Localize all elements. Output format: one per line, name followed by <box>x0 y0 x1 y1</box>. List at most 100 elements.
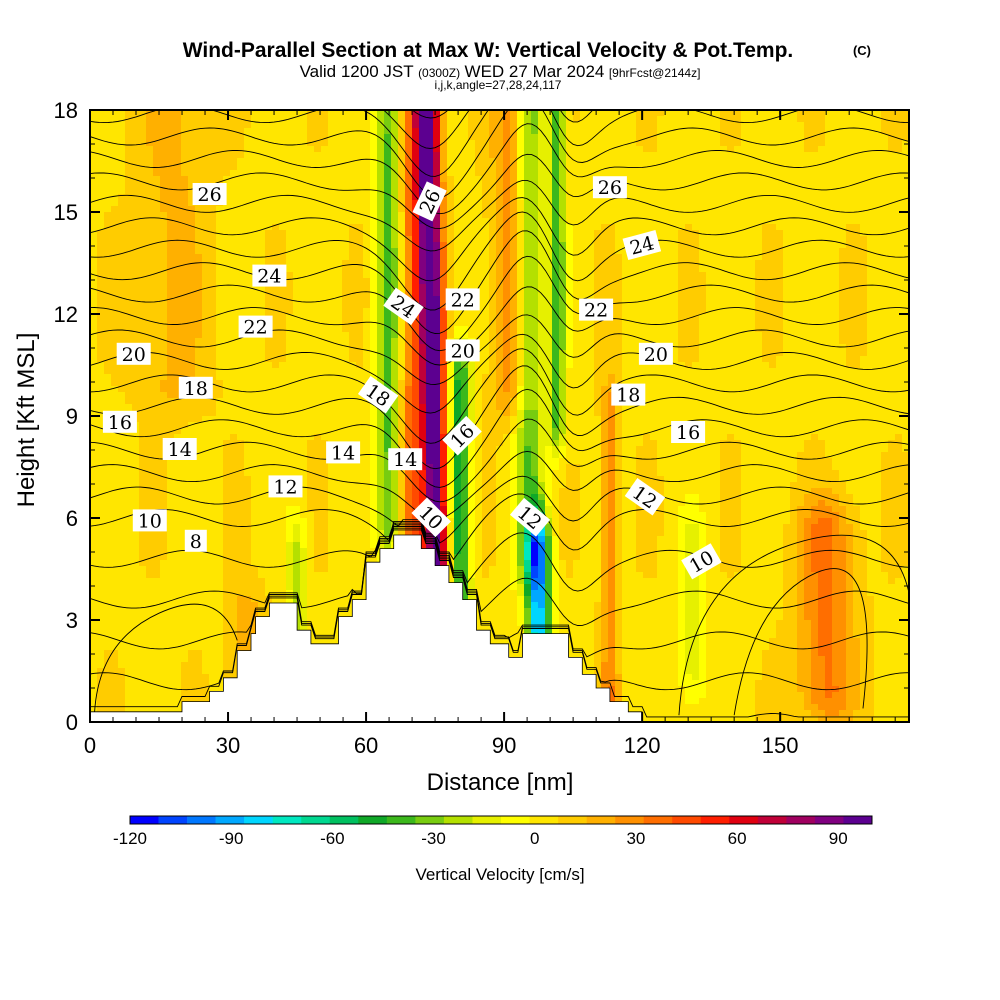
velocity-cell <box>202 320 210 327</box>
velocity-cell <box>244 236 252 243</box>
velocity-cell <box>279 218 287 225</box>
velocity-cell <box>139 392 147 399</box>
velocity-cell <box>139 302 147 309</box>
velocity-cell <box>104 530 112 537</box>
velocity-cell <box>223 374 231 381</box>
velocity-cell <box>328 290 336 297</box>
velocity-cell <box>279 242 287 249</box>
velocity-cell <box>132 230 140 237</box>
velocity-cell <box>90 536 98 543</box>
velocity-cell <box>244 542 252 549</box>
velocity-cell <box>244 476 252 483</box>
velocity-cell <box>160 530 168 537</box>
velocity-cell <box>237 560 245 567</box>
velocity-cell <box>314 236 322 243</box>
velocity-cell <box>216 524 224 531</box>
velocity-cell <box>111 494 119 501</box>
velocity-cell <box>146 614 154 621</box>
velocity-cell <box>279 314 287 321</box>
velocity-cell <box>167 638 175 645</box>
velocity-cell <box>118 302 126 309</box>
velocity-cell <box>111 128 119 135</box>
velocity-cell <box>272 440 280 447</box>
velocity-cell <box>104 692 112 699</box>
velocity-cell <box>384 506 392 513</box>
velocity-cell <box>272 314 280 321</box>
velocity-cell <box>104 206 112 213</box>
velocity-cell <box>335 170 343 177</box>
velocity-cell <box>314 434 322 441</box>
velocity-cell <box>419 392 427 399</box>
velocity-cell <box>342 500 350 507</box>
velocity-cell <box>139 596 147 603</box>
velocity-cell <box>342 428 350 435</box>
velocity-cell <box>139 254 147 261</box>
velocity-cell <box>90 206 98 213</box>
velocity-cell <box>160 272 168 279</box>
velocity-cell <box>90 560 98 567</box>
velocity-cell <box>251 338 259 345</box>
velocity-cell <box>230 392 238 399</box>
velocity-cell <box>132 692 140 699</box>
velocity-cell <box>370 170 378 177</box>
velocity-cell <box>209 356 217 363</box>
velocity-cell <box>97 644 105 651</box>
velocity-cell <box>160 158 168 165</box>
velocity-cell <box>363 146 371 153</box>
velocity-cell <box>139 446 147 453</box>
velocity-cell <box>398 350 406 357</box>
velocity-cell <box>209 530 217 537</box>
velocity-cell <box>300 362 308 369</box>
velocity-cell <box>265 608 273 615</box>
velocity-cell <box>412 410 420 417</box>
velocity-cell <box>181 356 189 363</box>
velocity-cell <box>209 644 217 651</box>
velocity-cell <box>258 260 266 267</box>
velocity-cell <box>202 110 210 117</box>
velocity-cell <box>251 524 259 531</box>
velocity-cell <box>412 350 420 357</box>
velocity-cell <box>188 506 196 513</box>
velocity-cell <box>391 524 399 531</box>
velocity-cell <box>370 290 378 297</box>
velocity-cell <box>300 626 308 633</box>
velocity-cell <box>90 416 98 423</box>
velocity-cell <box>300 272 308 279</box>
velocity-cell <box>202 638 210 645</box>
velocity-cell <box>237 434 245 441</box>
velocity-cell <box>160 668 168 675</box>
velocity-cell <box>90 572 98 579</box>
velocity-cell <box>405 476 413 483</box>
velocity-cell <box>174 698 182 705</box>
velocity-cell <box>370 512 378 519</box>
velocity-cell <box>398 128 406 135</box>
velocity-cell <box>244 164 252 171</box>
velocity-cell <box>132 206 140 213</box>
velocity-cell <box>202 128 210 135</box>
velocity-cell <box>342 584 350 591</box>
velocity-cell <box>125 326 133 333</box>
velocity-cell <box>335 500 343 507</box>
velocity-cell <box>384 212 392 219</box>
velocity-cell <box>167 236 175 243</box>
velocity-cell <box>223 368 231 375</box>
velocity-cell <box>349 260 357 267</box>
velocity-cell <box>384 314 392 321</box>
velocity-cell <box>167 344 175 351</box>
velocity-cell <box>377 314 385 321</box>
velocity-cell <box>90 512 98 519</box>
velocity-cell <box>419 158 427 165</box>
velocity-cell <box>251 188 259 195</box>
velocity-cell <box>97 230 105 237</box>
velocity-cell <box>139 272 147 279</box>
velocity-cell <box>97 542 105 549</box>
velocity-cell <box>258 338 266 345</box>
velocity-cell <box>349 242 357 249</box>
velocity-cell <box>286 572 294 579</box>
velocity-cell <box>188 182 196 189</box>
velocity-cell <box>363 242 371 249</box>
velocity-cell <box>335 464 343 471</box>
velocity-cell <box>307 350 315 357</box>
velocity-cell <box>160 548 168 555</box>
velocity-cell <box>167 686 175 693</box>
